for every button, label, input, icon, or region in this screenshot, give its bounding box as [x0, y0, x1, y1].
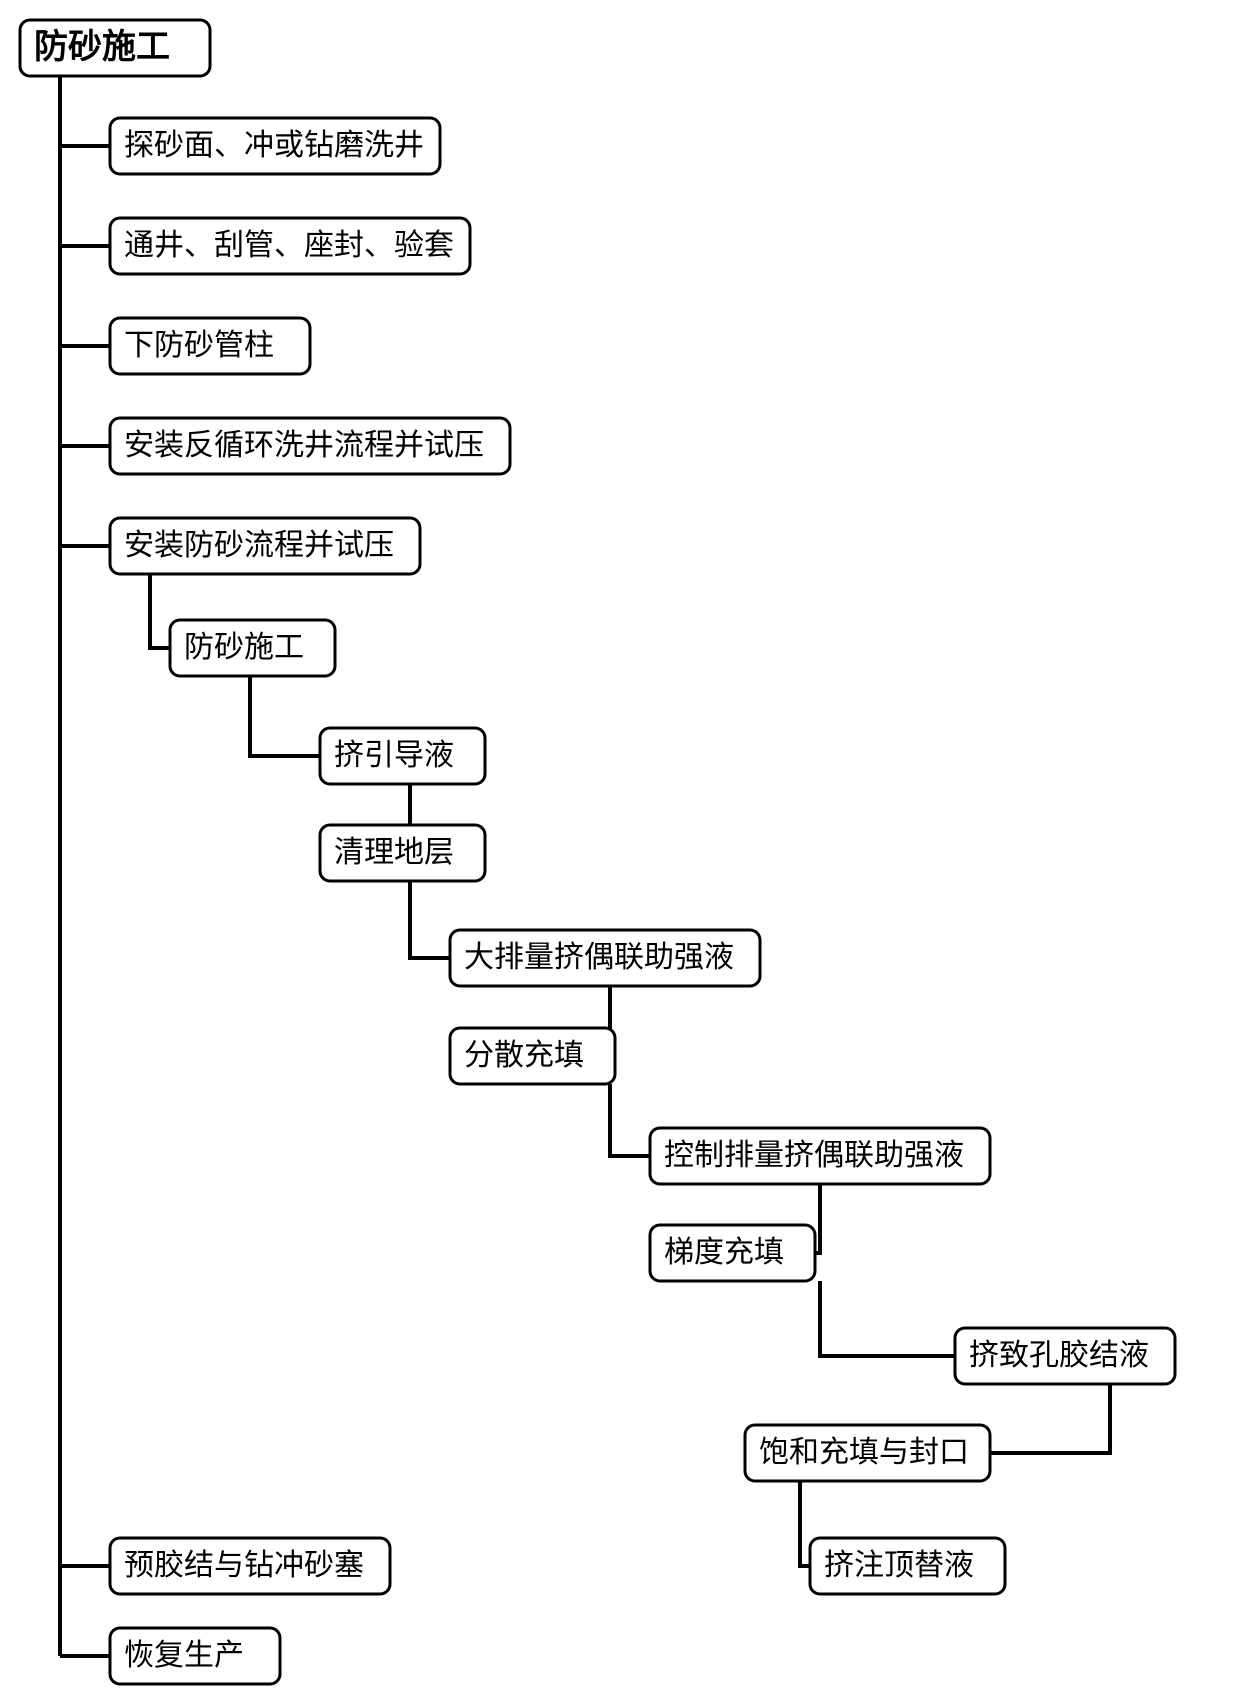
flowchart-canvas: 防砂施工探砂面、冲或钻磨洗井通井、刮管、座封、验套下防砂管柱安装反循环洗井流程并…: [0, 0, 1240, 1704]
node-n4: 大排量挤偶联助强液: [450, 930, 760, 986]
connector: [990, 1384, 1110, 1453]
node-label-p3: 下防砂管柱: [124, 329, 274, 362]
node-label-p1: 探砂面、冲或钻磨洗井: [124, 129, 424, 162]
node-n1: 防砂施工: [170, 620, 335, 676]
node-n3: 清理地层: [320, 825, 485, 881]
node-label-p5: 安装防砂流程并试压: [124, 529, 394, 562]
node-n6: 控制排量挤偶联助强液: [650, 1128, 990, 1184]
node-p4: 安装反循环洗井流程并试压: [110, 418, 510, 474]
node-label-p2: 通井、刮管、座封、验套: [124, 229, 454, 262]
node-label-n8: 挤致孔胶结液: [969, 1339, 1149, 1372]
node-p2: 通井、刮管、座封、验套: [110, 218, 470, 274]
node-n7: 梯度充填: [650, 1225, 815, 1281]
node-label-p7: 恢复生产: [124, 1639, 244, 1672]
connector: [250, 676, 320, 756]
node-label-p6: 预胶结与钻冲砂塞: [124, 1549, 364, 1582]
connector: [410, 881, 450, 958]
node-label-n1: 防砂施工: [184, 631, 304, 664]
node-n8: 挤致孔胶结液: [955, 1328, 1175, 1384]
node-label-p4: 安装反循环洗井流程并试压: [124, 429, 484, 462]
node-label-n10: 挤注顶替液: [824, 1549, 974, 1582]
node-p5: 安装防砂流程并试压: [110, 518, 420, 574]
node-label-n7: 梯度充填: [664, 1236, 784, 1269]
node-label-n2: 挤引导液: [334, 739, 454, 772]
node-p6: 预胶结与钻冲砂塞: [110, 1538, 390, 1594]
node-label-n6: 控制排量挤偶联助强液: [664, 1139, 964, 1172]
node-label-n4: 大排量挤偶联助强液: [464, 941, 734, 974]
node-label-n9: 饱和充填与封口: [759, 1436, 969, 1469]
connector: [150, 574, 170, 648]
connector: [610, 1084, 650, 1156]
node-p1: 探砂面、冲或钻磨洗井: [110, 118, 440, 174]
node-label-n5: 分散充填: [464, 1039, 584, 1072]
node-label-root: 防砂施工: [34, 28, 170, 66]
node-p3: 下防砂管柱: [110, 318, 310, 374]
node-root: 防砂施工: [20, 20, 210, 76]
node-n2: 挤引导液: [320, 728, 485, 784]
node-p7: 恢复生产: [110, 1628, 280, 1684]
node-n9: 饱和充填与封口: [745, 1425, 990, 1481]
node-n10: 挤注顶替液: [810, 1538, 1005, 1594]
node-label-n3: 清理地层: [334, 836, 454, 869]
node-n5: 分散充填: [450, 1028, 615, 1084]
